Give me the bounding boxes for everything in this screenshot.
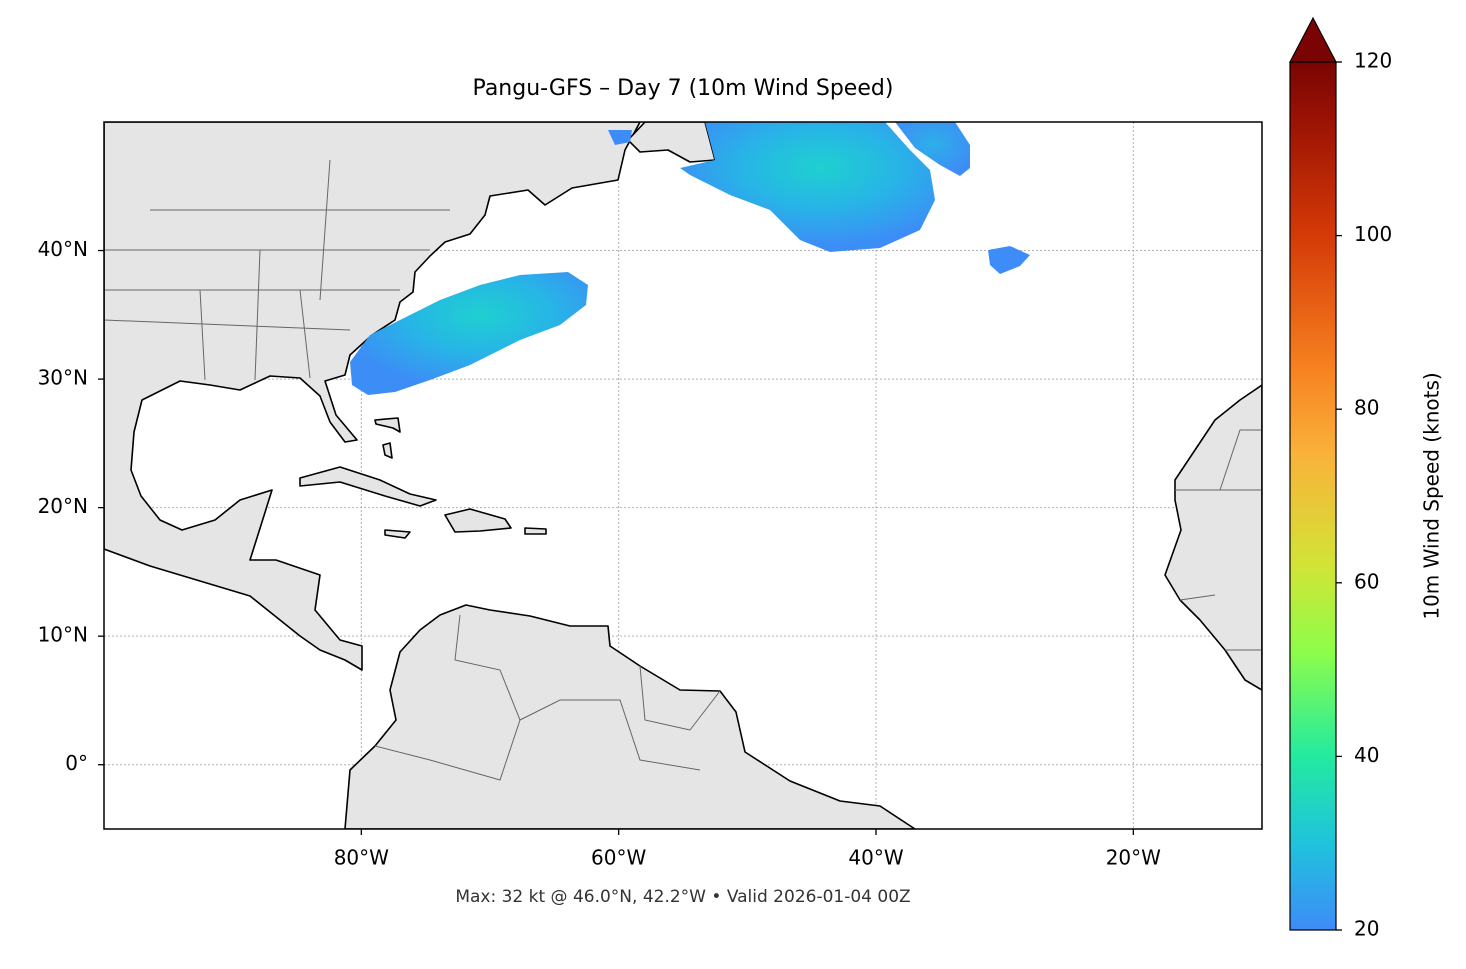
chart-title: Pangu-GFS – Day 7 (10m Wind Speed) xyxy=(473,76,894,101)
wind-region xyxy=(350,272,588,395)
y-tick-label: 10°N xyxy=(38,623,88,647)
x-tick-label: 20°W xyxy=(1106,846,1161,870)
y-tick-label: 30°N xyxy=(38,366,88,390)
colorbar-tick-label: 100 xyxy=(1354,222,1392,246)
wind-region xyxy=(608,130,632,145)
colorbar-label: 10m Wind Speed (knots) xyxy=(1420,372,1444,619)
wind-region xyxy=(680,122,935,252)
colorbar-tick-label: 80 xyxy=(1354,396,1379,420)
x-tick-label: 80°W xyxy=(334,846,389,870)
hispaniola xyxy=(444,508,512,533)
jamaica xyxy=(384,529,411,539)
south-america xyxy=(344,604,916,829)
puerto-rico xyxy=(524,527,547,535)
colorbar xyxy=(1289,61,1337,931)
colorbar-tick-label: 120 xyxy=(1354,49,1392,73)
annotation: Max: 32 kt @ 46.0°N, 42.2°W • Valid 2026… xyxy=(455,887,910,907)
country-border xyxy=(374,614,721,781)
y-tick-label: 0° xyxy=(65,751,88,775)
colorbar-extend xyxy=(1289,16,1337,63)
map-layer xyxy=(104,122,1262,829)
x-tick-label: 60°W xyxy=(591,846,646,870)
bahamas xyxy=(374,417,401,459)
y-tick-label: 20°N xyxy=(38,494,88,518)
colorbar-tick-label: 40 xyxy=(1354,743,1379,767)
y-tick-label: 40°N xyxy=(38,237,88,261)
africa xyxy=(1164,384,1262,691)
wind-region xyxy=(988,246,1030,274)
plot-frame xyxy=(103,121,1263,830)
wind-region xyxy=(895,122,970,176)
x-tick-label: 40°W xyxy=(848,846,903,870)
north-america xyxy=(104,122,641,671)
colorbar-tick-label: 20 xyxy=(1354,917,1379,941)
country-border xyxy=(1175,429,1262,651)
state-borders xyxy=(104,159,450,381)
cuba xyxy=(299,466,437,507)
colorbar-tick-label: 60 xyxy=(1354,569,1379,593)
newfoundland xyxy=(627,122,716,163)
